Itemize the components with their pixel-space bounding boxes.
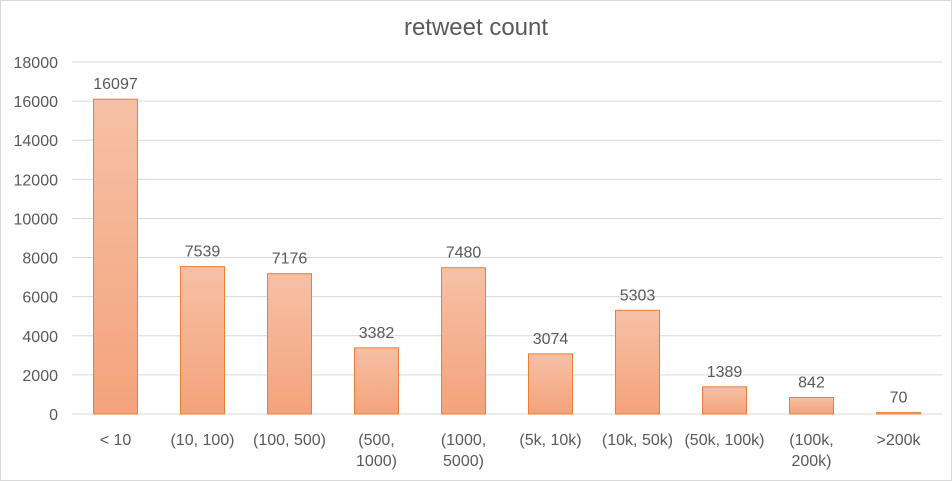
- bar: [615, 309, 660, 415]
- x-category-label: (10, 100): [170, 432, 234, 449]
- bar: [876, 412, 921, 415]
- y-axis-ticks: 0 2000 4000 6000 8000 10000 12000 14000 16000 180…: [14, 55, 59, 424]
- y-tick-label: 0: [49, 407, 58, 424]
- x-category-label: 1000): [356, 453, 397, 470]
- y-tick-label: 12000: [14, 172, 59, 189]
- x-category-label: >200k: [876, 432, 921, 449]
- bar: [702, 386, 747, 415]
- y-tick-label: 4000: [22, 329, 58, 346]
- data-labels: 16097 7539 7176 3382 7480 3074 5303 1389 842 70: [93, 76, 907, 406]
- y-tick-label: 16000: [14, 94, 59, 111]
- y-tick-label: 2000: [22, 368, 58, 385]
- data-label: 7480: [446, 245, 482, 262]
- data-label: 842: [798, 375, 825, 392]
- data-label: 70: [890, 390, 908, 407]
- x-axis-categories: < 10 (10, 100) (100, 500) (500, 1000) (1000, 5…: [100, 432, 922, 470]
- data-label: 5303: [620, 287, 656, 304]
- y-tick-label: 10000: [14, 211, 59, 228]
- bar: [93, 98, 138, 415]
- x-category-label: 5000): [443, 453, 484, 470]
- y-tick-label: 6000: [22, 290, 58, 307]
- x-category-label: 200k): [791, 453, 831, 470]
- y-tick-label: 18000: [14, 55, 59, 72]
- data-label: 16097: [93, 76, 138, 93]
- x-category-label: < 10: [100, 432, 132, 449]
- data-label: 3382: [359, 325, 395, 342]
- data-label: 7539: [185, 244, 221, 261]
- bar: [441, 267, 486, 415]
- x-category-label: (50k, 100k): [684, 432, 764, 449]
- data-label: 3074: [533, 331, 569, 348]
- chart-title: retweet count: [404, 14, 548, 41]
- x-category-label: (500,: [358, 432, 394, 449]
- data-label: 7176: [272, 251, 308, 268]
- bar: [267, 273, 312, 415]
- x-category-label: (10k, 50k): [602, 432, 673, 449]
- bar: [354, 347, 399, 415]
- y-tick-label: 8000: [22, 251, 58, 268]
- bars: [93, 98, 921, 415]
- data-label: 1389: [707, 364, 743, 381]
- y-tick-label: 14000: [14, 133, 59, 150]
- x-category-label: (100k,: [789, 432, 833, 449]
- bar: [180, 266, 225, 415]
- bar: [789, 397, 834, 415]
- x-category-label: (1000,: [441, 432, 486, 449]
- x-category-label: (100, 500): [253, 432, 326, 449]
- bar: [528, 353, 573, 415]
- x-category-label: (5k, 10k): [519, 432, 581, 449]
